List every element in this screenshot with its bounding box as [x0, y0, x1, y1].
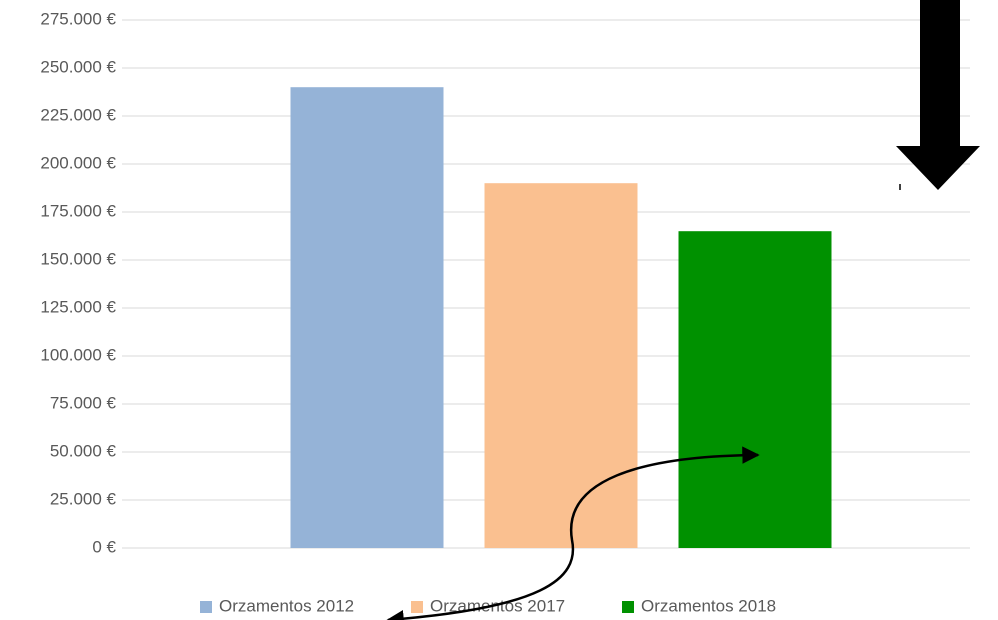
- curved-arrow: [386, 446, 760, 620]
- y-tick-label: 75.000 €: [50, 393, 117, 412]
- y-tick-label: 0 €: [92, 537, 116, 556]
- y-tick-label: 100.000 €: [40, 345, 116, 364]
- bars: [290, 87, 832, 548]
- y-tick-label: 200.000 €: [40, 153, 116, 172]
- bar: [290, 87, 444, 548]
- y-tick-label: 125.000 €: [40, 297, 116, 316]
- legend-label: Orzamentos 2012: [219, 596, 354, 615]
- bar: [484, 183, 638, 548]
- y-tick-label: 175.000 €: [40, 201, 116, 220]
- legend-swatch: [411, 601, 423, 613]
- y-tick-label: 25.000 €: [50, 489, 117, 508]
- y-tick-label: 150.000 €: [40, 249, 116, 268]
- legend-swatch: [622, 601, 634, 613]
- legend-label: Orzamentos 2018: [641, 596, 776, 615]
- down-arrow: [896, 0, 980, 190]
- y-tick-label: 225.000 €: [40, 105, 116, 124]
- y-tick-label: 275.000 €: [40, 9, 116, 28]
- bar: [678, 231, 832, 548]
- y-tick-label: 50.000 €: [50, 441, 117, 460]
- legend-swatch: [200, 601, 212, 613]
- y-tick-label: 250.000 €: [40, 57, 116, 76]
